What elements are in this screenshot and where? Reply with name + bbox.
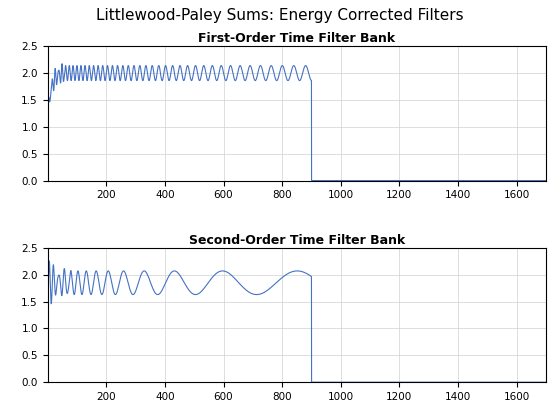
Text: Littlewood-Paley Sums: Energy Corrected Filters: Littlewood-Paley Sums: Energy Corrected … bbox=[96, 8, 464, 24]
Title: Second-Order Time Filter Bank: Second-Order Time Filter Bank bbox=[189, 234, 405, 247]
Title: First-Order Time Filter Bank: First-Order Time Filter Bank bbox=[198, 32, 395, 45]
